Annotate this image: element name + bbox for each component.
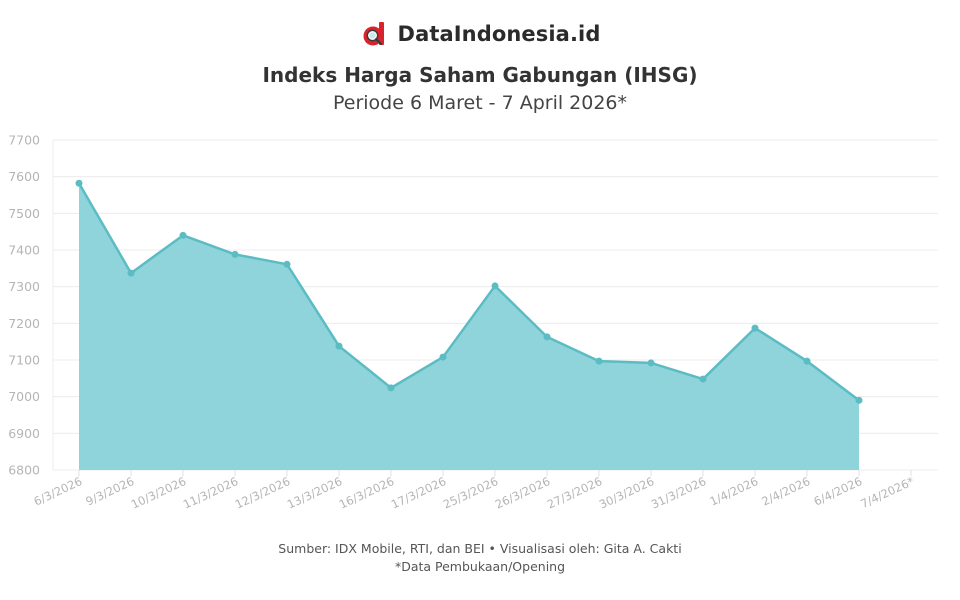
x-tick-label: 17/3/2026	[389, 474, 448, 512]
brand-name: DataIndonesia.id	[397, 22, 601, 46]
data-point	[75, 179, 83, 187]
y-tick-label: 6800	[8, 463, 40, 478]
x-axis: 6/3/2026 9/3/202610/3/202611/3/202612/3/2…	[32, 470, 916, 512]
x-tick-label: 12/3/2026	[233, 474, 292, 512]
data-point	[855, 396, 863, 404]
data-point	[283, 260, 291, 268]
x-tick-label: 31/3/2026	[649, 474, 708, 512]
x-tick-label: 9/3/2026	[84, 474, 137, 509]
brand-header: DataIndonesia.id	[0, 20, 960, 48]
x-tick-label: 6/4/2026	[812, 474, 865, 509]
x-tick-label: 27/3/2026	[545, 474, 604, 512]
x-tick-label: 11/3/2026	[181, 474, 240, 512]
data-point	[543, 333, 551, 341]
data-point	[699, 375, 707, 383]
data-point	[335, 342, 343, 350]
source-credit: Sumber: IDX Mobile, RTI, dan BEI • Visua…	[278, 541, 682, 556]
x-tick-label: 7/4/2026*	[858, 474, 916, 511]
data-point	[803, 357, 811, 365]
x-tick-label: 30/3/2026	[597, 474, 656, 512]
chart-footer: Sumber: IDX Mobile, RTI, dan BEI • Visua…	[0, 540, 960, 576]
data-point	[387, 384, 395, 392]
x-tick-label: 13/3/2026	[285, 474, 344, 512]
series-line	[77, 182, 860, 402]
data-point	[751, 324, 759, 332]
y-tick-label: 7000	[8, 389, 40, 404]
area-fill	[79, 183, 859, 470]
footnote: *Data Pembukaan/Opening	[394, 559, 566, 574]
y-tick-label: 7600	[8, 169, 40, 184]
chart-subtitle: Periode 6 Maret - 7 April 2026*	[332, 92, 628, 114]
x-tick-label: 26/3/2026	[493, 474, 552, 512]
x-tick-label: 1/4/2026	[708, 474, 761, 509]
y-tick-label: 7400	[8, 243, 40, 258]
magnifier-d-logo-icon	[360, 20, 388, 48]
data-point	[439, 353, 447, 361]
data-point	[127, 269, 135, 277]
x-tick-label: 10/3/2026	[129, 474, 188, 512]
data-point	[595, 357, 603, 365]
data-point	[179, 231, 187, 239]
data-point	[647, 359, 655, 367]
y-tick-label: 7300	[8, 279, 40, 294]
x-tick-label: 16/3/2026	[337, 474, 396, 512]
data-point	[491, 282, 499, 290]
chart-area-series	[75, 179, 863, 470]
x-tick-label: 6/3/2026	[32, 474, 85, 509]
y-tick-label: 6900	[8, 426, 40, 441]
x-tick-label: 25/3/2026	[441, 474, 500, 512]
y-tick-label: 7100	[8, 353, 40, 368]
y-tick-label: 7200	[8, 316, 40, 331]
y-axis: 6800 6900 7000 7100 7200 7300 7400 7500 7600 7700	[8, 133, 40, 478]
chart-title: Indeks Harga Saham Gabungan (IHSG)	[262, 63, 698, 87]
data-point	[231, 250, 239, 258]
x-tick-label: 2/4/2026	[760, 474, 813, 509]
y-tick-label: 7700	[8, 133, 40, 148]
y-tick-label: 7500	[8, 206, 40, 221]
